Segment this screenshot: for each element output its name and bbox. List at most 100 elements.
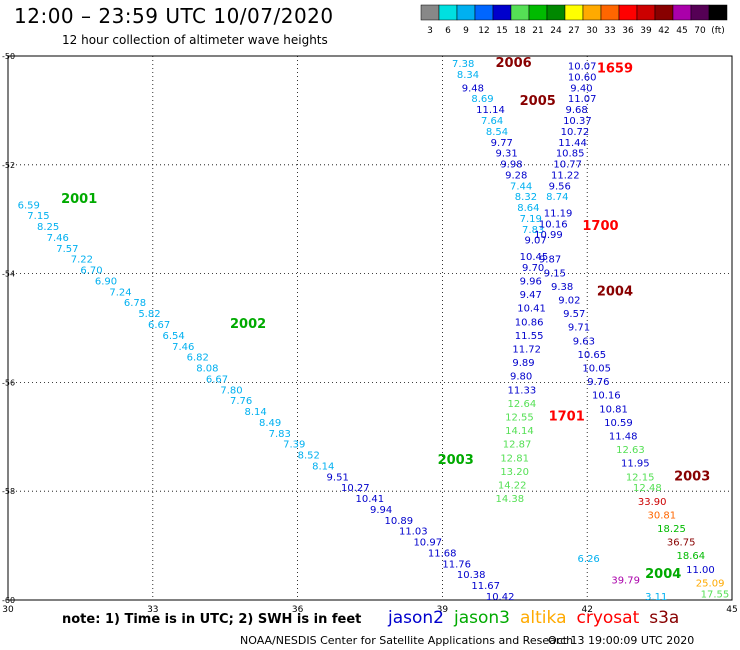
colorbar-tick-label: 9	[463, 26, 469, 36]
wave-height-value: 5.82	[138, 309, 160, 320]
wave-height-value: 12.48	[633, 483, 662, 494]
wave-height-value: 10.99	[534, 230, 563, 241]
wave-height-value: 9.51	[327, 472, 349, 483]
wave-height-value: 10.81	[599, 404, 628, 415]
colorbar-tick-label: 24	[550, 26, 562, 36]
y-tick-label: -58	[2, 487, 15, 496]
colorbar-tick-label: 33	[604, 26, 615, 36]
pass-time-label: 1659	[597, 61, 633, 76]
wave-height-value: 17.55	[701, 589, 730, 600]
wave-height-value: 33.90	[638, 497, 667, 508]
wave-height-value: 7.64	[481, 116, 503, 127]
colorbar-tick-label: 27	[568, 26, 579, 36]
wave-height-value: 30.81	[648, 510, 677, 521]
wave-height-value: 9.63	[573, 336, 595, 347]
wave-height-value: 14.38	[495, 494, 524, 505]
footer-credit: NOAA/NESDIS Center for Satellite Applica…	[240, 634, 574, 647]
wave-height-value: 10.07	[568, 62, 597, 73]
wave-height-value: 11.03	[399, 527, 428, 538]
satellite-legend-item: s3a	[649, 608, 680, 628]
colorbar-tick-label: 6	[445, 26, 451, 36]
y-tick-label: -60	[2, 596, 15, 605]
wave-height-value: 9.94	[370, 505, 392, 516]
wave-height-value: 11.22	[551, 170, 580, 181]
wave-height-value: 12.64	[508, 399, 537, 410]
wave-height-value: 25.09	[696, 578, 725, 589]
colorbar-tick-label: 12	[478, 26, 489, 36]
wave-height-value: 11.48	[609, 432, 638, 443]
chart-subtitle: 12 hour collection of altimeter wave hei…	[62, 33, 328, 47]
colorbar-tick-label: 15	[496, 26, 507, 36]
wave-height-value: 10.86	[515, 317, 544, 328]
wave-height-value: 14.22	[498, 480, 527, 491]
wave-height-value: 8.64	[517, 203, 539, 214]
pass-time-label: 2004	[645, 567, 681, 582]
wave-height-value: 12.55	[505, 412, 534, 423]
wave-height-value: 11.14	[476, 105, 505, 116]
wave-height-value: 9.80	[510, 372, 532, 383]
wave-height-value: 9.07	[524, 236, 546, 247]
wave-height-value: 10.97	[413, 538, 442, 549]
wave-height-value: 7.57	[56, 244, 78, 255]
wave-height-value: 8.52	[298, 451, 320, 462]
wave-height-value: 9.40	[570, 83, 592, 94]
colorbar-tick-label: 70	[694, 26, 706, 36]
wave-height-value: 9.96	[520, 276, 542, 287]
wave-height-value: 11.00	[686, 565, 715, 576]
wave-height-value: 9.56	[549, 181, 571, 192]
wave-height-value: 7.44	[510, 181, 532, 192]
wave-height-value: 6.54	[162, 331, 184, 342]
pass-time-label: 2006	[495, 56, 531, 71]
colorbar-tick-label: 42	[658, 26, 669, 36]
wave-height-value: 7.15	[27, 211, 49, 222]
wave-height-value: 6.78	[124, 298, 146, 309]
wave-height-value: 10.85	[556, 149, 585, 160]
x-tick-label: 36	[292, 605, 304, 615]
wave-height-value: 7.46	[172, 342, 194, 353]
wave-height-value: 6.26	[578, 554, 600, 565]
wave-height-value: 8.74	[546, 192, 568, 203]
wave-height-value: 10.72	[561, 127, 590, 138]
wave-height-value: 9.68	[565, 105, 587, 116]
wave-height-value: 11.95	[621, 459, 650, 470]
y-tick-label: -50	[2, 52, 15, 61]
wave-height-value: 9.89	[512, 358, 534, 369]
footer-note: note: 1) Time is in UTC; 2) SWH is in fe…	[62, 612, 362, 627]
y-tick-label: -54	[2, 270, 15, 279]
wave-height-value: 7.38	[452, 59, 474, 70]
wave-height-value: 6.67	[206, 374, 228, 385]
wave-height-value: 10.27	[341, 483, 370, 494]
colorbar: 3 6 9 12 15 18 21 24 27 30 33 36 39 42 45 70 (ft)	[420, 4, 728, 36]
wave-height-value: 12.87	[503, 440, 532, 451]
wave-height-value: 8.54	[486, 127, 508, 138]
wave-height-value: 7.46	[47, 233, 69, 244]
wave-height-value: 13.20	[500, 467, 529, 478]
wave-height-value: 11.33	[508, 385, 537, 396]
wave-height-value: 10.38	[457, 570, 486, 581]
wave-height-value: 7.76	[230, 396, 252, 407]
wave-height-value: 3.11	[645, 592, 667, 603]
wave-height-value: 7.24	[109, 287, 131, 298]
wave-height-value: 10.60	[568, 72, 597, 83]
colorbar-tick-label: 36	[622, 26, 634, 36]
wave-height-value: 10.05	[582, 364, 611, 375]
wave-height-value: 12.63	[616, 445, 645, 456]
wave-height-value: 9.15	[544, 268, 566, 279]
wave-height-value: 10.77	[553, 160, 582, 171]
wave-height-value: 8.49	[259, 418, 281, 429]
wave-height-value: 9.87	[539, 255, 561, 266]
wave-height-value: 8.34	[457, 70, 479, 81]
colorbar-tick-label: (ft)	[711, 26, 725, 36]
wave-height-value: 7.80	[220, 385, 242, 396]
wave-height-value: 9.70	[522, 263, 544, 274]
wave-height-value: 9.48	[462, 83, 484, 94]
wave-height-value: 12.15	[626, 472, 655, 483]
wave-height-value: 14.14	[505, 426, 534, 437]
satellite-legend: jason2 jason3 altika cryosat s3a	[388, 608, 689, 628]
wave-height-value: 7.19	[520, 214, 542, 225]
wave-height-value: 6.67	[148, 320, 170, 331]
wave-height-value: 18.25	[657, 524, 686, 535]
pass-time-label: 1700	[582, 219, 618, 234]
wave-height-value: 7.39	[283, 440, 305, 451]
